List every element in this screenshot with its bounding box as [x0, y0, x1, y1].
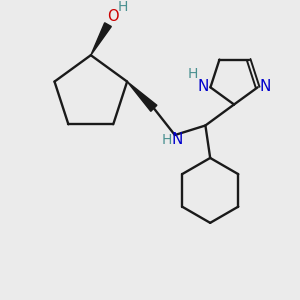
Text: N: N	[197, 79, 208, 94]
Text: H: H	[188, 67, 198, 81]
Text: H: H	[162, 133, 172, 147]
Text: N: N	[260, 79, 271, 94]
Text: O: O	[107, 9, 118, 24]
Polygon shape	[127, 82, 157, 111]
Text: H: H	[117, 1, 128, 14]
Text: N: N	[171, 132, 182, 147]
Polygon shape	[91, 23, 111, 55]
